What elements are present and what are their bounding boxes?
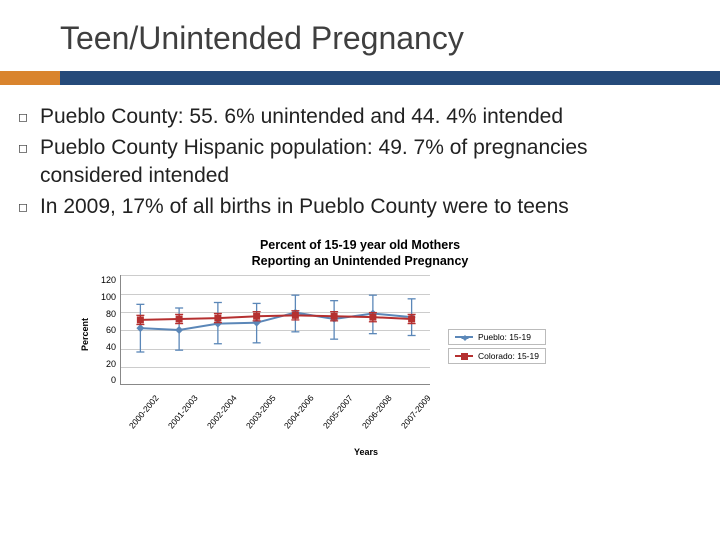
legend-label: Colorado: 15-19 xyxy=(478,351,539,361)
bullet-icon: ◻ xyxy=(18,141,28,157)
bullet-list: ◻ Pueblo County: 55. 6% unintended and 4… xyxy=(0,85,720,220)
chart: Percent of 15-19 year old Mothers Report… xyxy=(80,238,640,457)
bullet-text: Pueblo County Hispanic population: 49. 7… xyxy=(40,134,680,189)
x-axis-ticks: 2000-20022001-20032002-20042003-20052004… xyxy=(128,389,438,444)
plot-area xyxy=(120,275,430,385)
legend: Pueblo: 15-19 Colorado: 15-19 xyxy=(448,329,546,389)
list-item: ◻ In 2009, 17% of all births in Pueblo C… xyxy=(18,193,680,220)
y-axis-ticks: 120 100 80 60 40 20 0 xyxy=(92,275,116,385)
legend-swatch-icon xyxy=(455,336,473,338)
list-item: ◻ Pueblo County: 55. 6% unintended and 4… xyxy=(18,103,680,130)
accent-divider xyxy=(0,71,720,85)
legend-item: Pueblo: 15-19 xyxy=(448,329,546,345)
bullet-text: In 2009, 17% of all births in Pueblo Cou… xyxy=(40,193,569,220)
legend-item: Colorado: 15-19 xyxy=(448,348,546,364)
bullet-text: Pueblo County: 55. 6% unintended and 44.… xyxy=(40,103,563,130)
bullet-icon: ◻ xyxy=(18,110,28,126)
list-item: ◻ Pueblo County Hispanic population: 49.… xyxy=(18,134,680,189)
legend-label: Pueblo: 15-19 xyxy=(478,332,531,342)
page-title: Teen/Unintended Pregnancy xyxy=(60,20,720,57)
chart-title: Percent of 15-19 year old Mothers Report… xyxy=(80,238,640,269)
bullet-icon: ◻ xyxy=(18,200,28,216)
legend-swatch-icon xyxy=(455,355,473,357)
x-axis-label: Years xyxy=(92,447,640,457)
y-axis-label: Percent xyxy=(80,279,90,389)
